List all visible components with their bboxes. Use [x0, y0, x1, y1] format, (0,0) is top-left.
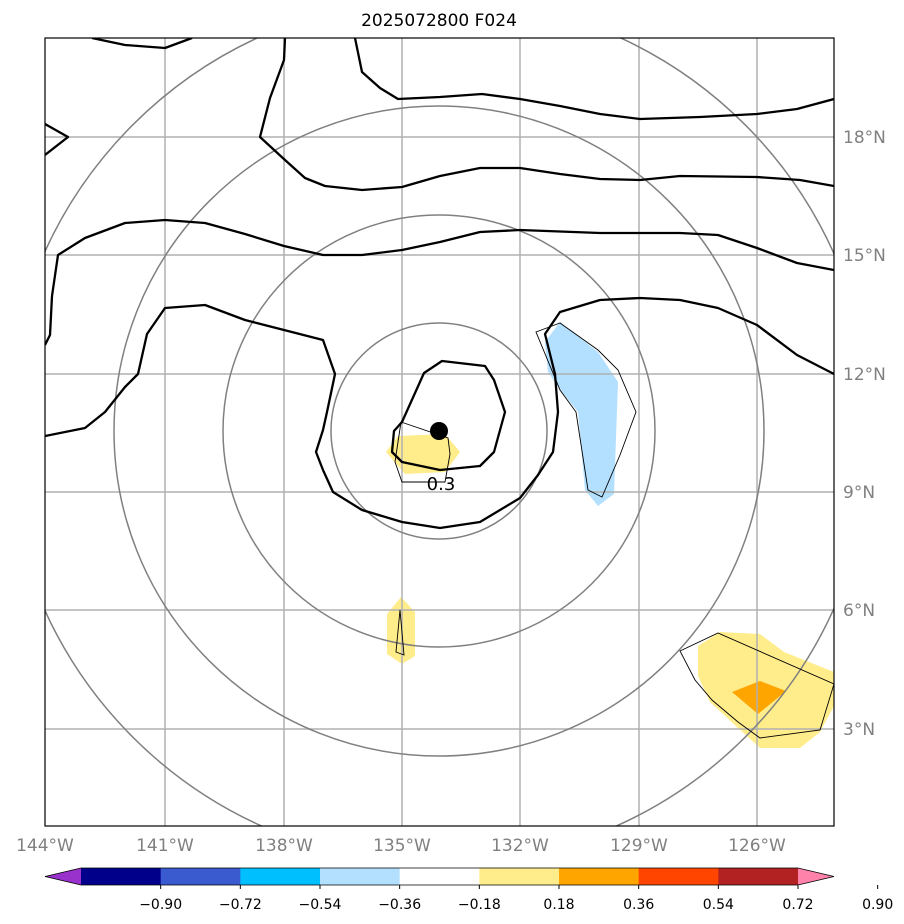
- lat-tick-label: 9°N: [843, 483, 875, 503]
- lat-tick-label: 6°N: [843, 601, 875, 621]
- contour-mid-1: [45, 218, 834, 346]
- contour-north-4: [353, 38, 834, 121]
- shade-light-blue-region: [545, 322, 618, 506]
- contour-value-label: 0.3: [427, 474, 456, 495]
- contour-mid-2: [45, 296, 834, 530]
- contour-inner-ring: [390, 359, 507, 472]
- thick-contours: [45, 38, 834, 530]
- colorbar-tick-label: −0.72: [219, 897, 262, 913]
- shade-yellow-region-center: [386, 434, 460, 474]
- range-ring-1: [330, 322, 548, 540]
- thin-contour-south: [395, 609, 405, 656]
- lat-tick-label: 3°N: [843, 720, 875, 740]
- contour-north-3: [258, 38, 834, 192]
- colorbar-segment: [81, 868, 162, 885]
- shade-orange-region: [732, 681, 786, 714]
- colorbar-tick-label: 0.54: [703, 897, 734, 913]
- thin-contours: [394, 322, 834, 739]
- lon-tick-label: 126°W: [728, 836, 786, 856]
- colorbar-tick-label: 0.18: [543, 897, 574, 913]
- colorbar-extend-max: [798, 868, 834, 885]
- lat-tick-label: 12°N: [843, 365, 886, 385]
- colorbar-segment: [320, 868, 401, 885]
- figure-title: 2025072800 F024: [361, 11, 517, 31]
- contour-north-2: [45, 122, 70, 156]
- colorbar-tick-label: −0.36: [378, 897, 421, 913]
- lon-tick-label: 141°W: [136, 836, 194, 856]
- colorbar-segment: [399, 868, 480, 885]
- gridlines: [45, 38, 834, 826]
- colorbar-segment: [718, 868, 799, 885]
- colorbar-tick-label: 0.36: [623, 897, 654, 913]
- colorbar: −0.90 −0.72 −0.54 −0.36 −0.18 0.18 0.36 0.54 0.7…: [44, 867, 893, 913]
- colorbar-tick-label: −0.54: [299, 897, 342, 913]
- storm-center-marker: [430, 422, 448, 440]
- thin-contour-center: [394, 421, 451, 483]
- shaded-regions: [386, 322, 834, 748]
- lat-tick-labels: 18°N 15°N 12°N 9°N 6°N 3°N: [843, 128, 886, 740]
- shade-yellow-region-south: [387, 597, 415, 664]
- colorbar-tick-label: 0.72: [782, 897, 813, 913]
- thin-contour-east: [535, 322, 637, 498]
- contour-north-1: [91, 38, 193, 50]
- lon-tick-label: 138°W: [255, 836, 313, 856]
- colorbar-outline: [44, 867, 835, 886]
- colorbar-tick-label: −0.18: [458, 897, 501, 913]
- colorbar-tick-label: −0.90: [139, 897, 182, 913]
- lat-tick-label: 15°N: [843, 246, 886, 266]
- colorbar-segment: [160, 868, 241, 885]
- colorbar-extend-min: [45, 868, 81, 885]
- lon-tick-label: 135°W: [373, 836, 431, 856]
- range-ring-2: [222, 214, 656, 648]
- colorbar-segment: [559, 868, 640, 885]
- colorbar-segment: [638, 868, 719, 885]
- lon-tick-label: 144°W: [16, 836, 74, 856]
- thin-contour-southeast: [679, 632, 834, 739]
- colorbar-labels: −0.90 −0.72 −0.54 −0.36 −0.18 0.18 0.36 0.54 0.7…: [139, 885, 893, 913]
- colorbar-segment: [479, 868, 560, 885]
- colorbar-segment: [240, 868, 321, 885]
- lon-tick-labels: 144°W 141°W 138°W 135°W 132°W 129°W 126°…: [16, 836, 786, 856]
- colorbar-tick-label: 0.90: [862, 897, 893, 913]
- map-frame: [44, 37, 835, 827]
- lat-tick-label: 18°N: [843, 128, 886, 148]
- range-ring-3: [113, 105, 765, 757]
- colorbar-segments: [44, 867, 835, 886]
- lon-tick-label: 132°W: [491, 836, 549, 856]
- lon-tick-label: 129°W: [610, 836, 668, 856]
- range-rings: [45, 38, 834, 826]
- map-panel: 0.3: [44, 37, 835, 827]
